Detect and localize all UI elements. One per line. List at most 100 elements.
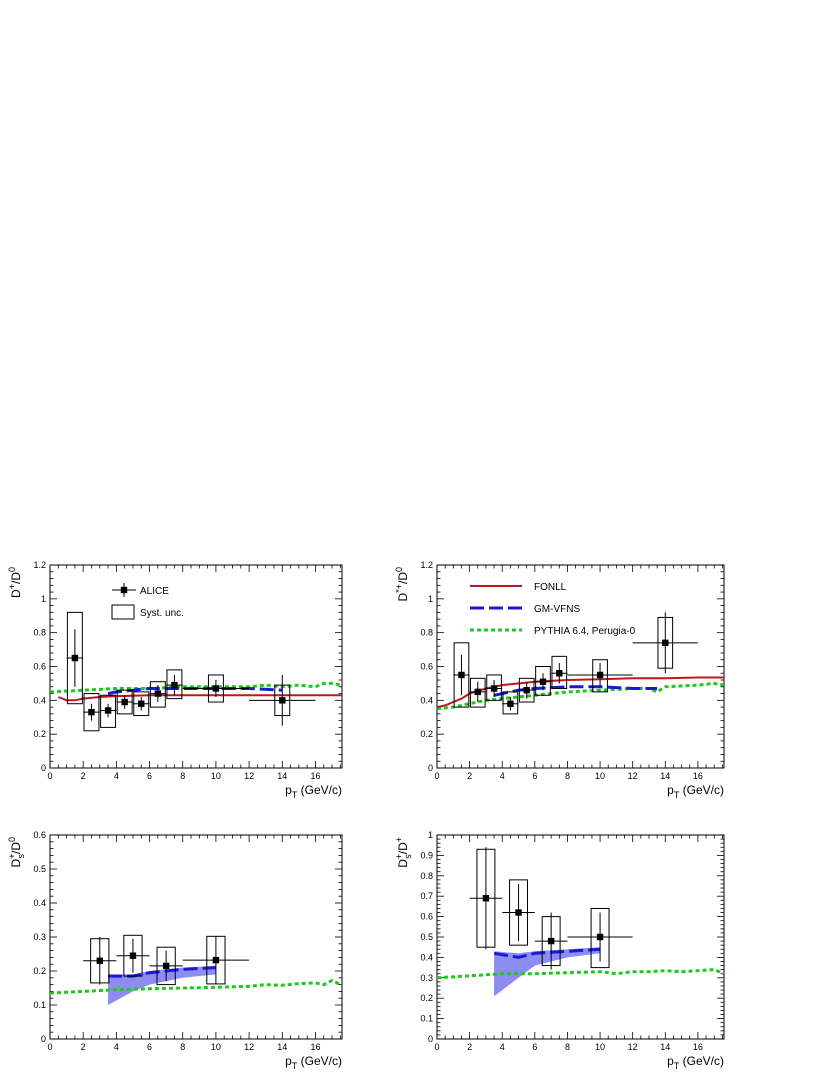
data-point [502,879,535,946]
x-tick-label: 4 [114,1042,119,1052]
x-tick-label: 2 [467,771,472,781]
data-marker [523,686,530,694]
y-axis-title: D+/D0 [7,567,23,598]
y-tick-label: 0.6 [420,662,433,672]
y-tick-label: 0.4 [420,952,433,962]
data-point [249,674,316,726]
gmvfns-curve [493,947,601,959]
x-tick-label: 2 [81,1042,86,1052]
data-marker [88,708,95,716]
y-axis-title-slash: /D [396,572,410,584]
legend-data: ALICE Syst. unc. [111,583,184,620]
data-marker [474,688,481,696]
x-axis-title-unit: (GeV/c) [297,1054,342,1068]
y-tick-label: 0.2 [33,966,46,976]
y-tick-label: 0.7 [420,891,433,901]
x-tick-label: 6 [532,1042,537,1052]
syst-box [535,666,551,696]
x-axis-title: pT (GeV/c) [285,783,342,800]
x-axis-title-sub: T [292,790,298,800]
syst-box [166,669,183,700]
fonll-curve [437,676,724,709]
x-tick-label: 10 [595,1042,605,1052]
y-tick-label: 0 [41,1034,46,1044]
syst-box [149,681,166,708]
legend-theory: FONLL GM-VFNS PYTHIA 6.4, Perugia-0 [470,582,636,637]
x-tick-label: 0 [47,771,52,781]
data-marker [556,670,563,677]
x-tick-label: 14 [277,1042,287,1052]
gmvfns-band [494,947,601,997]
data-marker [171,681,178,689]
syst-box [469,677,486,708]
x-axis-title-sub: T [674,790,680,800]
data-marker [129,952,137,959]
data-point [469,677,486,708]
x-tick-label: 12 [244,1042,254,1052]
y-axis-title-sup2: 0 [7,567,17,572]
x-tick-label: 12 [628,1042,638,1052]
y-axis-title-sub: s [16,854,26,859]
y-axis-title-sup: + [7,854,17,859]
x-tick-label: 10 [595,771,605,781]
data-marker [154,690,162,697]
data-point [551,655,568,689]
data-marker [515,909,522,916]
y-axis-title-main: D [396,859,410,868]
panel-bottom-right: 0 2 4 6 8 10 12 14 16 0 0.1 0.2 0.3 0.4 0.5 0.6 0.7 0.8 0.… [394,830,725,1071]
x-tick-label: 8 [180,1042,185,1052]
data-marker [547,937,555,945]
syst-box [592,659,608,693]
y-tick-label: 1 [428,594,433,604]
gmvfns-curve [493,685,658,697]
theory-layer [437,676,724,711]
data-point [453,642,470,708]
data-point [99,694,117,728]
y-axis-title-sup2: 0 [394,567,404,572]
y-tick-label: 0 [428,1034,433,1044]
data-marker [539,678,547,685]
y-tick-label: 0.4 [33,695,46,705]
data-point [182,935,250,985]
data-marker [507,700,514,707]
y-tick-label: 0.3 [33,932,46,942]
data-marker [596,933,604,941]
y-tick-label: 1 [428,830,433,840]
x-tick-label: 0 [434,771,439,781]
data-marker [490,685,498,692]
y-tick-label: 0.2 [420,993,433,1003]
y-tick-label: 0 [41,763,46,773]
y-tick-label: 0.2 [420,729,433,739]
data-point [518,677,535,703]
y-tick-label: 0.6 [420,912,433,922]
y-tick-label: 1.2 [420,560,433,570]
x-tick-label: 0 [47,1042,52,1052]
syst-box [590,907,610,969]
legend-alice-marker [120,586,128,594]
legend-alice-label: ALICE [140,586,169,597]
pythia-curve [50,681,342,694]
x-axis-title: pT (GeV/c) [667,1054,724,1071]
data-marker [138,700,145,707]
y-tick-label: 1.2 [33,560,46,570]
y-tick-label: 0.3 [420,973,433,983]
y-axis-title-sub: s [403,854,413,859]
x-axis-title-main: p [667,783,674,797]
x-tick-label: 14 [660,1042,670,1052]
y-axis-title-main: D [396,592,410,601]
y-axis-title-main: D [9,858,23,867]
data-point [132,691,150,717]
x-axis-title-unit: (GeV/c) [679,783,724,797]
y-tick-label: 0.8 [420,871,433,881]
x-tick-label: 2 [81,771,86,781]
syst-box [486,674,502,701]
y-axis-title-sup: + [7,584,17,589]
x-tick-label: 12 [244,771,254,781]
y-axis-title: D*+/D0 [394,567,410,601]
data-point [534,912,568,970]
y-tick-label: 0.2 [33,729,46,739]
y-tick-label: 0.1 [420,1014,433,1024]
legend-gmvfns-label: GM-VFNS [534,604,580,615]
data-point [485,674,503,701]
data-marker [212,685,220,692]
